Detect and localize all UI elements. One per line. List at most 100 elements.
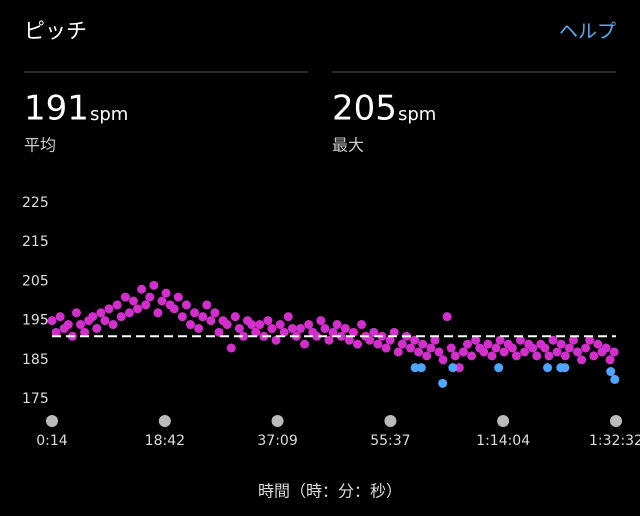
data-point [186, 320, 196, 330]
data-point [414, 347, 424, 357]
data-point [55, 312, 65, 322]
x-tick-label: 37:09 [257, 433, 297, 449]
stat-label: 平均 [24, 136, 56, 155]
data-point [133, 304, 143, 314]
data-point [448, 363, 458, 373]
data-point [540, 343, 550, 353]
x-axis-title: 時間（時：分：秒） [258, 482, 402, 501]
data-point [544, 351, 554, 361]
x-tick-label: 1:14:04 [476, 433, 530, 449]
data-point [577, 355, 587, 365]
data-point [177, 312, 187, 322]
data-point [560, 351, 570, 361]
data-point [51, 327, 61, 337]
data-point [283, 312, 293, 322]
data-point [214, 327, 224, 337]
x-tick-dot [158, 415, 171, 427]
data-point [365, 335, 375, 345]
data-point [520, 347, 530, 357]
data-point [267, 323, 277, 333]
data-point [601, 343, 611, 353]
data-point [426, 343, 436, 353]
data-point [418, 339, 428, 349]
data-point [507, 343, 517, 353]
y-tick-label: 175 [22, 391, 49, 407]
data-point [495, 335, 505, 345]
data-point [340, 323, 350, 333]
data-point [145, 292, 155, 302]
y-tick-label: 215 [22, 234, 49, 250]
data-point [381, 343, 391, 353]
stat-value: 191 [24, 89, 89, 129]
data-point [458, 347, 468, 357]
data-point [76, 320, 86, 330]
data-point [552, 347, 562, 357]
data-point [610, 374, 620, 384]
data-point [430, 335, 440, 345]
data-point [605, 355, 615, 365]
data-point [47, 316, 57, 326]
data-point [287, 323, 297, 333]
y-tick-label: 225 [22, 195, 49, 211]
data-point [238, 331, 248, 341]
data-point [92, 323, 102, 333]
data-point [369, 327, 379, 337]
data-point [263, 316, 273, 326]
data-point [198, 312, 208, 322]
data-point [393, 347, 403, 357]
y-tick-label: 195 [22, 313, 49, 329]
data-point [353, 339, 363, 349]
data-point [336, 331, 346, 341]
data-point [96, 308, 106, 318]
data-point [581, 343, 591, 353]
data-point [560, 363, 570, 373]
x-tick-label: 0:14 [36, 433, 68, 449]
data-point [312, 331, 322, 341]
data-point [405, 343, 415, 353]
data-point [149, 280, 159, 290]
data-point [141, 300, 151, 310]
data-point [463, 339, 473, 349]
x-tick-label: 18:42 [145, 433, 185, 449]
x-tick-dot [497, 415, 510, 427]
data-point [357, 320, 367, 330]
data-point [279, 327, 289, 337]
data-point [247, 320, 257, 330]
data-point [410, 335, 420, 345]
data-point [348, 327, 358, 337]
data-point [206, 316, 216, 326]
data-point [116, 312, 126, 322]
data-point [450, 351, 460, 361]
data-point [454, 363, 464, 373]
data-point [515, 335, 525, 345]
data-point [128, 296, 138, 306]
data-point [157, 296, 167, 306]
data-point [108, 320, 118, 330]
data-point [564, 343, 574, 353]
data-point [438, 378, 448, 388]
x-tick-dot [271, 415, 284, 427]
data-point [71, 308, 81, 318]
data-point [100, 316, 110, 326]
data-point [124, 308, 134, 318]
stat-value: 205 [332, 89, 397, 129]
data-point [222, 320, 232, 330]
data-point [255, 320, 265, 330]
data-point [511, 351, 521, 361]
help-link[interactable]: ヘルプ [559, 21, 616, 43]
data-point [161, 288, 171, 298]
data-point [573, 347, 583, 357]
data-point [434, 347, 444, 357]
data-point [120, 292, 130, 302]
data-point [104, 304, 114, 314]
data-point [442, 312, 452, 322]
data-point [373, 339, 383, 349]
data-point [328, 327, 338, 337]
data-point [275, 320, 285, 330]
data-point [271, 335, 281, 345]
data-point [494, 363, 504, 373]
data-point [63, 320, 73, 330]
data-point [532, 351, 542, 361]
page-title: ピッチ [24, 19, 87, 43]
data-point [606, 367, 616, 377]
